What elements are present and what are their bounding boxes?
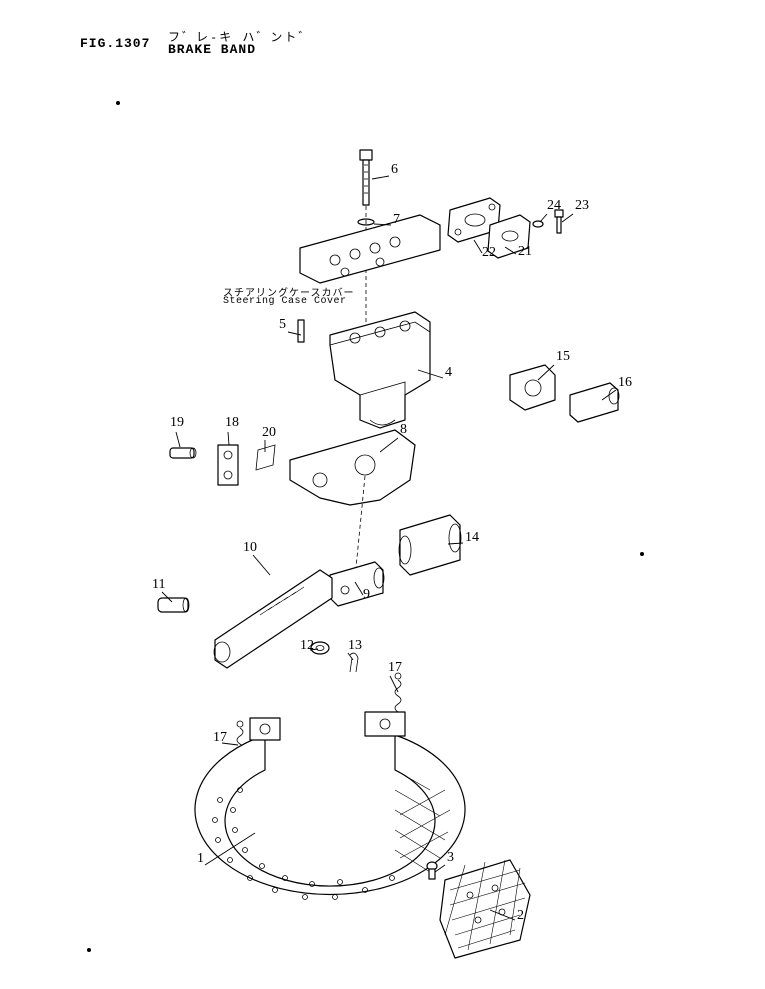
callout-23: 23 <box>575 198 589 214</box>
print-dot <box>87 948 91 952</box>
callout-5: 5 <box>279 317 286 333</box>
callout-8: 8 <box>400 422 407 438</box>
callout-6: 6 <box>391 162 398 178</box>
callout-10: 10 <box>243 540 257 556</box>
part-pin-19 <box>170 448 196 458</box>
callout-2: 2 <box>517 908 524 924</box>
part-dowel-5 <box>298 320 304 342</box>
callout-17: 17 <box>213 730 227 746</box>
callout-22: 22 <box>482 245 496 261</box>
callout-14: 14 <box>465 530 479 546</box>
callout-1: 1 <box>197 851 204 867</box>
part-yoke-15 <box>510 365 555 410</box>
part-strap-18 <box>218 445 238 485</box>
callout-17: 17 <box>388 660 402 676</box>
callout-3: 3 <box>447 850 454 866</box>
part-pin-9 <box>330 562 384 606</box>
part-cotter-13 <box>350 653 358 672</box>
callout-13: 13 <box>348 638 362 654</box>
callout-15: 15 <box>556 349 570 365</box>
callout-11: 11 <box>152 577 165 593</box>
callout-16: 16 <box>618 375 632 391</box>
part-brake-band-1 <box>195 712 465 900</box>
callout-20: 20 <box>262 425 276 441</box>
callout-21: 21 <box>518 244 532 260</box>
callout-9: 9 <box>363 587 370 603</box>
callout-12: 12 <box>300 638 314 654</box>
part-retainer-20 <box>256 445 275 470</box>
callout-4: 4 <box>445 365 452 381</box>
part-pin-11 <box>158 598 189 612</box>
callout-18: 18 <box>225 415 239 431</box>
print-dot <box>640 552 644 556</box>
callout-7: 7 <box>393 212 400 228</box>
print-dot <box>116 101 120 105</box>
part-sleeve-14 <box>399 515 461 575</box>
page: FIG.1307 フ゛レ-キ ハ゛ント゛ BRAKE BAND スチアリングケー… <box>0 0 765 989</box>
part-pin-16 <box>570 383 619 422</box>
callout-24: 24 <box>547 198 561 214</box>
exploded-diagram <box>0 0 765 989</box>
part-rivet-3 <box>427 862 437 879</box>
callout-19: 19 <box>170 415 184 431</box>
part-washer-24 <box>533 221 543 227</box>
leader-lines <box>162 176 616 920</box>
part-bolt-6 <box>360 150 372 205</box>
part-bracket-4 <box>330 312 430 428</box>
part-lever-8 <box>290 430 415 505</box>
